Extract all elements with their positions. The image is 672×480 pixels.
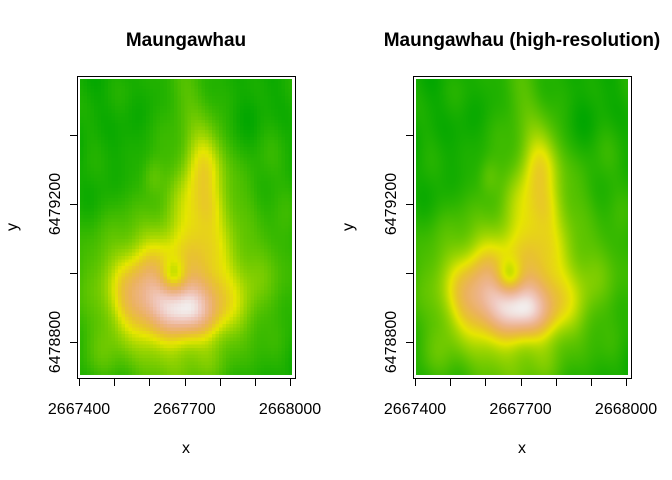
plot-panel-high-res: Maungawhau (high-resolution) x y 2667400… bbox=[340, 30, 660, 457]
x-tick-mark bbox=[415, 379, 417, 386]
x-tick-mark bbox=[590, 379, 592, 386]
y-tick-mark bbox=[406, 342, 413, 344]
x-tick-mark bbox=[254, 379, 256, 386]
x-tick-label: 2667400 bbox=[383, 401, 447, 418]
x-tick-mark bbox=[79, 379, 81, 386]
x-tick-label: 2668000 bbox=[258, 401, 322, 418]
y-tick-mark bbox=[406, 134, 413, 136]
x-axis-title: x bbox=[182, 440, 190, 457]
y-tick-mark bbox=[70, 342, 77, 344]
y-tick-label: 6479200 bbox=[383, 172, 400, 236]
x-tick-mark bbox=[555, 379, 557, 386]
x-tick-mark bbox=[114, 379, 116, 386]
x-tick-mark bbox=[520, 379, 522, 386]
plot-title: Maungawhau bbox=[125, 30, 247, 51]
x-tick-mark bbox=[626, 379, 628, 386]
x-tick-label: 2667700 bbox=[489, 401, 552, 418]
y-tick-label: 6479200 bbox=[47, 172, 64, 236]
y-tick-mark bbox=[70, 273, 77, 275]
x-tick-label: 2668000 bbox=[594, 401, 658, 418]
y-tick-mark bbox=[70, 134, 77, 136]
y-tick-mark bbox=[406, 273, 413, 275]
x-tick-mark bbox=[149, 379, 151, 386]
x-tick-mark bbox=[290, 379, 292, 386]
y-tick-mark bbox=[70, 204, 77, 206]
y-axis-title: y bbox=[4, 223, 21, 231]
x-tick-label: 2667400 bbox=[47, 401, 111, 418]
x-tick-mark bbox=[485, 379, 487, 386]
elevation-heatmap-low-res bbox=[80, 79, 292, 375]
plot-panel-low-res: Maungawhau x y 2667400 2667700 2668000 6479… bbox=[4, 30, 321, 457]
x-tick-mark bbox=[450, 379, 452, 386]
x-tick-mark bbox=[219, 379, 221, 386]
y-tick-label: 6478800 bbox=[383, 310, 400, 374]
x-tick-label: 2667700 bbox=[153, 401, 216, 418]
plot-title: Maungawhau (high-resolution) bbox=[383, 30, 661, 51]
elevation-heatmap-high-res bbox=[416, 79, 628, 375]
y-axis-title: y bbox=[340, 223, 357, 231]
x-tick-mark bbox=[184, 379, 186, 386]
y-tick-mark bbox=[406, 204, 413, 206]
x-axis-title: x bbox=[518, 440, 526, 457]
y-tick-label: 6478800 bbox=[47, 310, 64, 374]
